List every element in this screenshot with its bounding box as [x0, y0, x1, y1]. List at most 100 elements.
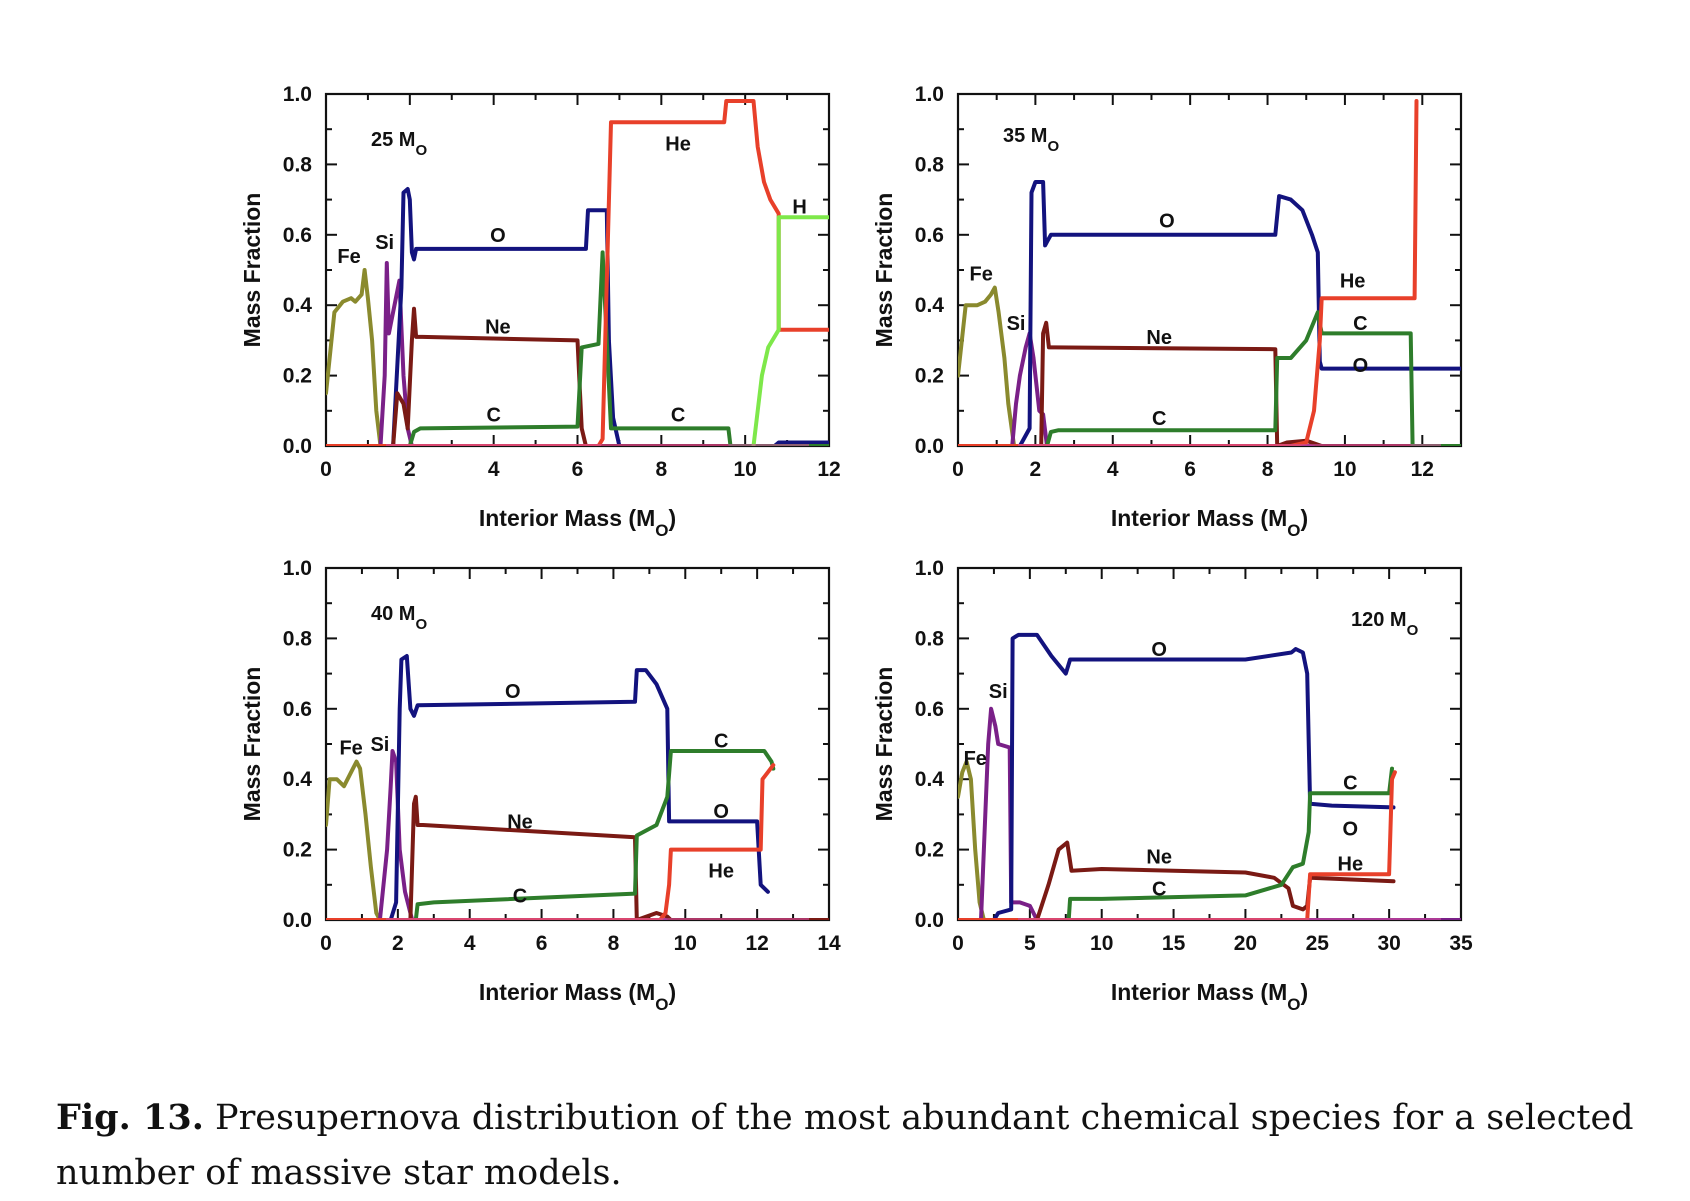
y-tick-label: 1.0: [915, 83, 944, 106]
series-line-ne: [326, 794, 829, 920]
y-axis-label: Mass Fraction: [871, 193, 897, 348]
species-label-c: C: [513, 885, 527, 907]
y-tick-label: 0.6: [283, 224, 312, 247]
series-line-si: [958, 706, 1461, 920]
species-label-o: O: [490, 225, 506, 247]
panel-title: 25 MO: [371, 129, 427, 159]
species-label-he: He: [665, 133, 691, 155]
x-tick-label: 14: [817, 932, 841, 955]
chart-panel-3: 0 2 4 6 8 10 12 14 0.0 0.2 0.4 0.6 0.8 1.0 Interior Ma…: [239, 557, 841, 1014]
species-label-he: He: [708, 861, 734, 883]
x-tick-label: 6: [1184, 458, 1196, 481]
x-tick-label: 35: [1449, 932, 1473, 955]
chart-panel-1: 0 2 4 6 8 10 12 0.0 0.2 0.4 0.6 0.8 1.0 Interior Mass…: [239, 83, 841, 540]
series-line-c: [958, 766, 1394, 920]
y-tick-label: 0.4: [915, 768, 945, 791]
series-line-c: [326, 749, 776, 920]
x-tick-label: 12: [745, 932, 768, 955]
series-line-ne: [958, 840, 1396, 920]
series-group: [958, 99, 1461, 446]
species-label-fe: Fe: [337, 246, 360, 268]
series-line-c: [958, 310, 1461, 446]
species-label-fe: Fe: [339, 738, 362, 760]
species-label-c: C: [1353, 313, 1367, 335]
species-label-c: C: [1343, 773, 1357, 795]
species-label-o: O: [1353, 355, 1369, 377]
x-tick-label: 10: [1090, 932, 1113, 955]
chart-panel-4: 0 5 10 15 20 25 30 35 0.0 0.2 0.4 0.6 0.8 1.0 Interior…: [871, 557, 1473, 1014]
species-label-ne: Ne: [485, 316, 511, 338]
series-group: [326, 99, 829, 446]
y-tick-label: 0.4: [283, 294, 313, 317]
species-label-o: O: [1343, 818, 1359, 840]
series-line-o: [326, 187, 829, 446]
x-tick-label: 8: [1262, 458, 1274, 481]
y-axis-label: Mass Fraction: [239, 667, 265, 822]
species-label-si: Si: [989, 681, 1008, 703]
panel-title: 120 MO: [1351, 609, 1419, 639]
y-tick-label: 1.0: [915, 557, 944, 580]
x-tick-label: 4: [1107, 458, 1119, 481]
species-label-h: H: [792, 197, 806, 219]
y-axis-label: Mass Fraction: [871, 667, 897, 822]
y-tick-label: 1.0: [283, 83, 312, 106]
panel-title: 40 MO: [371, 603, 427, 633]
panel-title: 35 MO: [1003, 125, 1059, 155]
x-tick-label: 2: [1030, 458, 1042, 481]
x-tick-label: 6: [572, 458, 584, 481]
series-line-he: [326, 763, 776, 920]
y-tick-label: 0.8: [283, 153, 313, 176]
x-tick-label: 0: [952, 458, 964, 481]
y-tick-label: 0.6: [915, 698, 944, 721]
x-tick-label: 30: [1377, 932, 1400, 955]
x-tick-label: 8: [655, 458, 667, 481]
species-label-c: C: [486, 404, 500, 426]
species-label-he: He: [1340, 271, 1366, 293]
series-line-c: [326, 250, 829, 446]
species-label-si: Si: [370, 734, 389, 756]
series-group: [326, 654, 829, 920]
species-label-si: Si: [375, 232, 394, 254]
y-tick-label: 0.0: [915, 435, 944, 458]
y-tick-label: 0.2: [283, 365, 312, 388]
species-label-he: He: [1338, 854, 1364, 876]
species-label-si: Si: [1007, 313, 1026, 335]
series-line-ne: [958, 320, 1461, 446]
species-label-fe: Fe: [964, 748, 987, 770]
series-line-he: [958, 770, 1397, 920]
y-tick-label: 0.4: [283, 768, 313, 791]
y-tick-label: 0.8: [283, 627, 313, 650]
series-line-o: [958, 632, 1396, 920]
species-label-c: C: [714, 730, 728, 752]
species-label-c: C: [1152, 878, 1166, 900]
y-tick-label: 0.0: [915, 909, 944, 932]
y-tick-label: 0.2: [915, 839, 944, 862]
x-tick-label: 12: [1411, 458, 1434, 481]
x-tick-label: 0: [952, 932, 964, 955]
x-tick-label: 20: [1234, 932, 1257, 955]
x-tick-label: 6: [536, 932, 548, 955]
species-label-o: O: [505, 681, 521, 703]
series-line-o: [326, 654, 770, 920]
chart-panel-2: 0 2 4 6 8 10 12 0.0 0.2 0.4 0.6 0.8 1.0 Interior Mass…: [871, 83, 1463, 540]
x-tick-label: 10: [674, 932, 697, 955]
x-axis-label: Interior Mass (MO): [479, 979, 676, 1014]
y-tick-label: 0.0: [283, 435, 312, 458]
y-tick-label: 0.8: [915, 153, 945, 176]
series-line-si: [326, 261, 829, 446]
x-axis-label: Interior Mass (MO): [1111, 505, 1308, 540]
x-tick-label: 10: [1333, 458, 1356, 481]
series-line-h: [751, 215, 829, 446]
y-tick-label: 0.6: [915, 224, 944, 247]
species-label-o: O: [1159, 211, 1175, 233]
x-tick-label: 0: [320, 932, 332, 955]
x-axis-label: Interior Mass (MO): [479, 505, 676, 540]
series-line-ne: [326, 306, 829, 446]
species-label-o: O: [713, 801, 729, 823]
x-tick-label: 2: [392, 932, 404, 955]
y-tick-label: 0.4: [915, 294, 945, 317]
series-line-o: [958, 180, 1461, 446]
x-tick-label: 25: [1306, 932, 1330, 955]
series-line-fe: [958, 759, 1461, 920]
series-line-he: [326, 99, 829, 446]
